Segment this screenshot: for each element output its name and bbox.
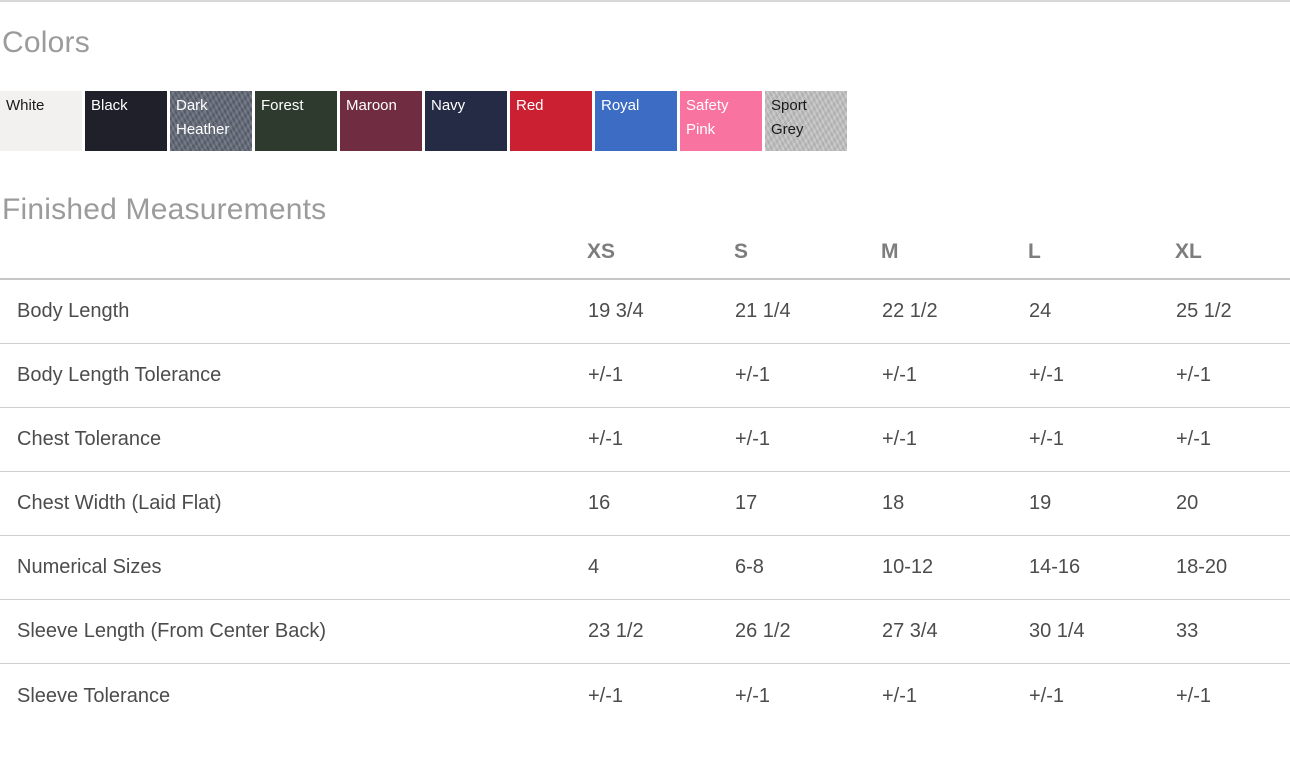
cell-value: 6-8 [735,556,764,578]
table-row-body-length: Body Length 19 3/4 21 1/4 22 1/2 24 25 1… [0,280,1290,344]
cell-value: 4 [588,556,600,578]
cell-value: 22 1/2 [882,300,938,322]
cell-value: +/-1 [1176,428,1212,450]
color-swatch-white[interactable]: White [0,91,82,151]
color-swatch-label: Maroon [346,97,397,114]
table-row-numerical-sizes: Numerical Sizes 4 6-8 10-12 14-16 18-20 [0,536,1290,600]
color-swatch-sport-grey[interactable]: Sport Grey [765,91,847,151]
cell-value: +/-1 [882,364,918,386]
color-swatch-navy[interactable]: Navy [425,91,507,151]
cell-value: +/-1 [1029,364,1065,386]
cell-value: 17 [735,492,758,514]
measurements-section-title: Finished Measurements [2,193,327,226]
row-label: Chest Width (Laid Flat) [17,492,222,514]
header-cell-xs: XS [587,239,616,263]
header-cell-s: S [734,239,749,263]
row-label: Sleeve Tolerance [17,684,171,707]
row-label: Numerical Sizes [17,556,162,578]
color-swatch-label: Dark Heather [176,97,230,138]
color-swatch-label: Safety Pink [686,97,729,138]
cell-value: 19 [1029,492,1052,514]
cell-value: 18 [882,492,905,514]
row-label: Body Length [17,300,130,322]
color-swatch-label: Black [91,97,128,114]
cell-value: 10-12 [882,556,934,578]
color-swatch-safety-pink[interactable]: Safety Pink [680,91,762,151]
color-swatch-label: Red [516,97,544,114]
row-label: Sleeve Length (From Center Back) [17,620,327,642]
color-swatch-black[interactable]: Black [85,91,167,151]
measurements-header-row: XS S M L XL [0,225,1290,280]
cell-value: 30 1/4 [1029,620,1085,642]
table-row-sleeve-tolerance: Sleeve Tolerance +/-1 +/-1 +/-1 +/-1 +/-… [0,664,1290,728]
measurements-table: XS S M L XL Body Length 19 3/4 21 1/4 22… [0,225,1290,728]
header-cell-m: M [881,239,899,263]
cell-value: 26 1/2 [735,620,791,642]
cell-value: 18-20 [1176,556,1228,578]
cell-value: 24 [1029,300,1052,322]
cell-value: 33 [1176,620,1199,642]
color-swatch-maroon[interactable]: Maroon [340,91,422,151]
cell-value: 21 1/4 [735,300,791,322]
cell-value: +/-1 [1029,684,1065,707]
cell-value: +/-1 [588,684,624,707]
color-swatch-list: White Black Dark Heather Forest Maroon N… [0,91,847,151]
table-row-chest-tolerance: Chest Tolerance +/-1 +/-1 +/-1 +/-1 +/-1 [0,408,1290,472]
cell-value: +/-1 [735,684,771,707]
cell-value: 27 3/4 [882,620,938,642]
color-swatch-royal[interactable]: Royal [595,91,677,151]
color-swatch-dark-heather[interactable]: Dark Heather [170,91,252,151]
cell-value: 25 1/2 [1176,300,1232,322]
cell-value: 14-16 [1029,556,1081,578]
cell-value: +/-1 [882,428,918,450]
header-cell-xl: XL [1175,239,1202,263]
row-label: Chest Tolerance [17,428,162,450]
cell-value: +/-1 [1029,428,1065,450]
cell-value: +/-1 [588,428,624,450]
cell-value: +/-1 [1176,684,1212,707]
cell-value: +/-1 [735,364,771,386]
section-divider [0,0,1290,2]
colors-section-title: Colors [2,26,90,59]
color-swatch-label: Royal [601,97,640,114]
color-swatch-red[interactable]: Red [510,91,592,151]
cell-value: 20 [1176,492,1199,514]
cell-value: +/-1 [588,364,624,386]
color-swatch-label: White [6,97,45,114]
cell-value: 19 3/4 [588,300,644,322]
table-row-chest-width: Chest Width (Laid Flat) 16 17 18 19 20 [0,472,1290,536]
cell-value: +/-1 [882,684,918,707]
header-cell-l: L [1028,239,1041,263]
table-row-sleeve-length: Sleeve Length (From Center Back) 23 1/2 … [0,600,1290,664]
color-swatch-label: Sport Grey [771,97,807,138]
color-swatch-label: Forest [261,97,304,114]
cell-value: 16 [588,492,611,514]
cell-value: +/-1 [735,428,771,450]
color-swatch-label: Navy [431,97,466,114]
cell-value: +/-1 [1176,364,1212,386]
table-row-body-length-tolerance: Body Length Tolerance +/-1 +/-1 +/-1 +/-… [0,344,1290,408]
cell-value: 23 1/2 [588,620,644,642]
row-label: Body Length Tolerance [17,364,222,386]
color-swatch-forest[interactable]: Forest [255,91,337,151]
